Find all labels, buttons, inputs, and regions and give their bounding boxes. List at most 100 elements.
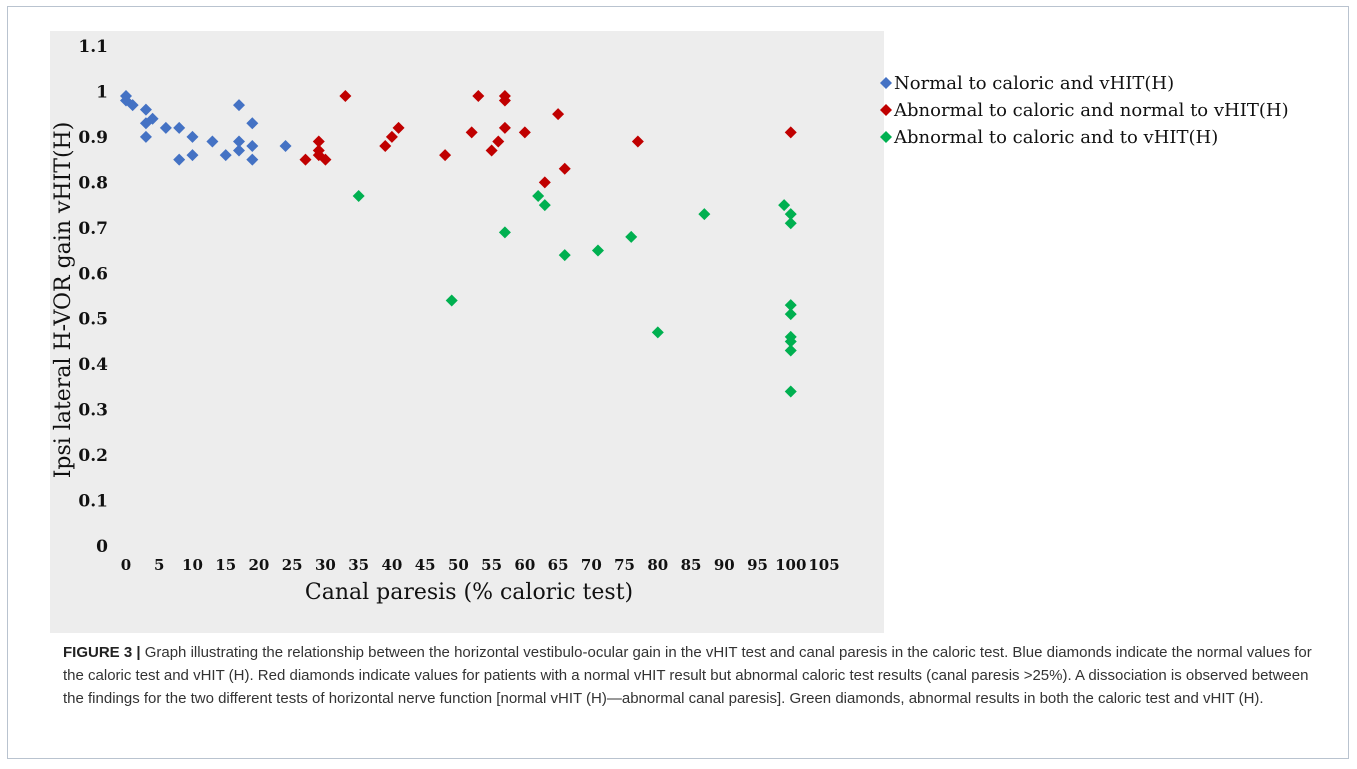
y-tick-label: 1 xyxy=(96,82,108,102)
data-point xyxy=(312,135,325,148)
data-point xyxy=(146,112,159,125)
x-tick-label: 60 xyxy=(514,556,535,574)
data-point xyxy=(173,153,186,166)
x-tick-label: 50 xyxy=(448,556,469,574)
x-tick-label: 65 xyxy=(548,556,569,574)
y-tick-label: 0 xyxy=(96,537,108,557)
figure-caption: FIGURE 3 | Graph illustrating the relati… xyxy=(63,641,1333,710)
x-tick-label: 95 xyxy=(747,556,768,574)
data-point xyxy=(651,326,664,339)
data-point xyxy=(784,208,797,221)
x-tick-label: 55 xyxy=(481,556,502,574)
scatter-chart: 0 0.1 0.2 0.3 0.4 0.5 0.6 0.7 0.8 0.9 1 1.1 0 5 10 15 2… xyxy=(51,37,1289,605)
data-point xyxy=(784,308,797,321)
data-point xyxy=(538,176,551,189)
data-point xyxy=(538,199,551,212)
y-tick-label: 0.6 xyxy=(78,264,108,284)
data-point xyxy=(778,199,791,212)
x-tick-label: 105 xyxy=(808,556,839,574)
data-point xyxy=(233,144,246,157)
y-tick-label: 0.8 xyxy=(78,173,108,193)
data-point xyxy=(591,244,604,257)
data-point xyxy=(625,230,638,243)
y-tick-label: 0.9 xyxy=(78,128,108,148)
x-tick-label: 5 xyxy=(154,556,164,574)
y-tick-label: 0.7 xyxy=(78,219,108,239)
data-point xyxy=(445,294,458,307)
data-point xyxy=(784,385,797,398)
y-tick-label: 0.4 xyxy=(78,355,108,375)
data-point xyxy=(186,149,199,162)
data-point xyxy=(784,126,797,139)
series-3-points xyxy=(352,190,797,398)
y-tick-label: 0.2 xyxy=(78,446,108,466)
caption-text: Graph illustrating the relationship betw… xyxy=(63,644,1312,707)
data-points xyxy=(120,90,797,398)
x-tick-label: 40 xyxy=(381,556,402,574)
y-tick-label: 0.3 xyxy=(78,401,108,421)
y-axis-ticks: 0 0.1 0.2 0.3 0.4 0.5 0.6 0.7 0.8 0.9 1 1.1 xyxy=(78,37,108,557)
data-point xyxy=(246,140,259,152)
legend-label: Abnormal to caloric and to vHIT(H) xyxy=(893,127,1218,148)
data-point xyxy=(246,117,259,130)
figure-frame: 0 0.1 0.2 0.3 0.4 0.5 0.6 0.7 0.8 0.9 1 1.1 0 5 10 15 2… xyxy=(7,6,1349,759)
data-point xyxy=(552,108,565,121)
data-point xyxy=(465,126,478,139)
data-point xyxy=(698,208,711,221)
x-tick-label: 15 xyxy=(215,556,236,574)
legend-marker xyxy=(880,77,892,89)
legend-marker xyxy=(880,104,892,116)
data-point xyxy=(279,140,292,152)
data-point xyxy=(352,190,365,202)
data-point xyxy=(173,121,186,134)
legend-label: Normal to caloric and vHIT(H) xyxy=(894,73,1174,94)
y-tick-label: 1.1 xyxy=(78,37,108,57)
x-tick-label: 30 xyxy=(315,556,336,574)
data-point xyxy=(139,103,152,116)
data-point xyxy=(784,299,797,312)
series-2-points xyxy=(299,90,797,189)
data-point xyxy=(233,135,246,148)
x-tick-label: 75 xyxy=(614,556,635,574)
data-point xyxy=(392,121,405,134)
data-point xyxy=(319,153,332,166)
x-tick-label: 10 xyxy=(182,556,203,574)
data-point xyxy=(518,126,531,139)
data-point xyxy=(339,90,352,102)
data-point xyxy=(498,94,511,107)
x-tick-label: 35 xyxy=(348,556,369,574)
data-point xyxy=(159,121,172,134)
data-point xyxy=(385,130,398,143)
data-point xyxy=(631,135,644,148)
series-1-points xyxy=(120,90,292,166)
data-point xyxy=(186,130,199,143)
y-tick-label: 0.5 xyxy=(78,310,108,330)
data-point xyxy=(219,149,232,162)
x-tick-label: 0 xyxy=(121,556,131,574)
data-point xyxy=(485,144,498,157)
data-point xyxy=(784,344,797,357)
data-point xyxy=(498,121,511,134)
data-point xyxy=(784,217,797,230)
x-tick-label: 25 xyxy=(282,556,303,574)
x-tick-label: 85 xyxy=(681,556,702,574)
x-tick-label: 70 xyxy=(581,556,602,574)
data-point xyxy=(139,130,152,143)
chart-area: 0 0.1 0.2 0.3 0.4 0.5 0.6 0.7 0.8 0.9 1 1.1 0 5 10 15 2… xyxy=(50,31,1289,633)
x-tick-label: 20 xyxy=(249,556,270,574)
data-point xyxy=(246,153,259,166)
data-point xyxy=(379,140,392,152)
x-tick-label: 100 xyxy=(775,556,806,574)
data-point xyxy=(439,149,452,162)
data-point xyxy=(299,153,312,166)
x-tick-label: 80 xyxy=(647,556,668,574)
data-point xyxy=(558,249,571,262)
data-point xyxy=(206,135,219,148)
x-tick-label: 90 xyxy=(714,556,735,574)
y-tick-label: 0.1 xyxy=(78,492,108,512)
data-point xyxy=(558,162,571,175)
data-point xyxy=(233,99,246,112)
x-tick-label: 45 xyxy=(415,556,436,574)
legend-marker xyxy=(880,131,892,143)
legend-label: Abnormal to caloric and normal to vHIT(H… xyxy=(893,100,1289,121)
